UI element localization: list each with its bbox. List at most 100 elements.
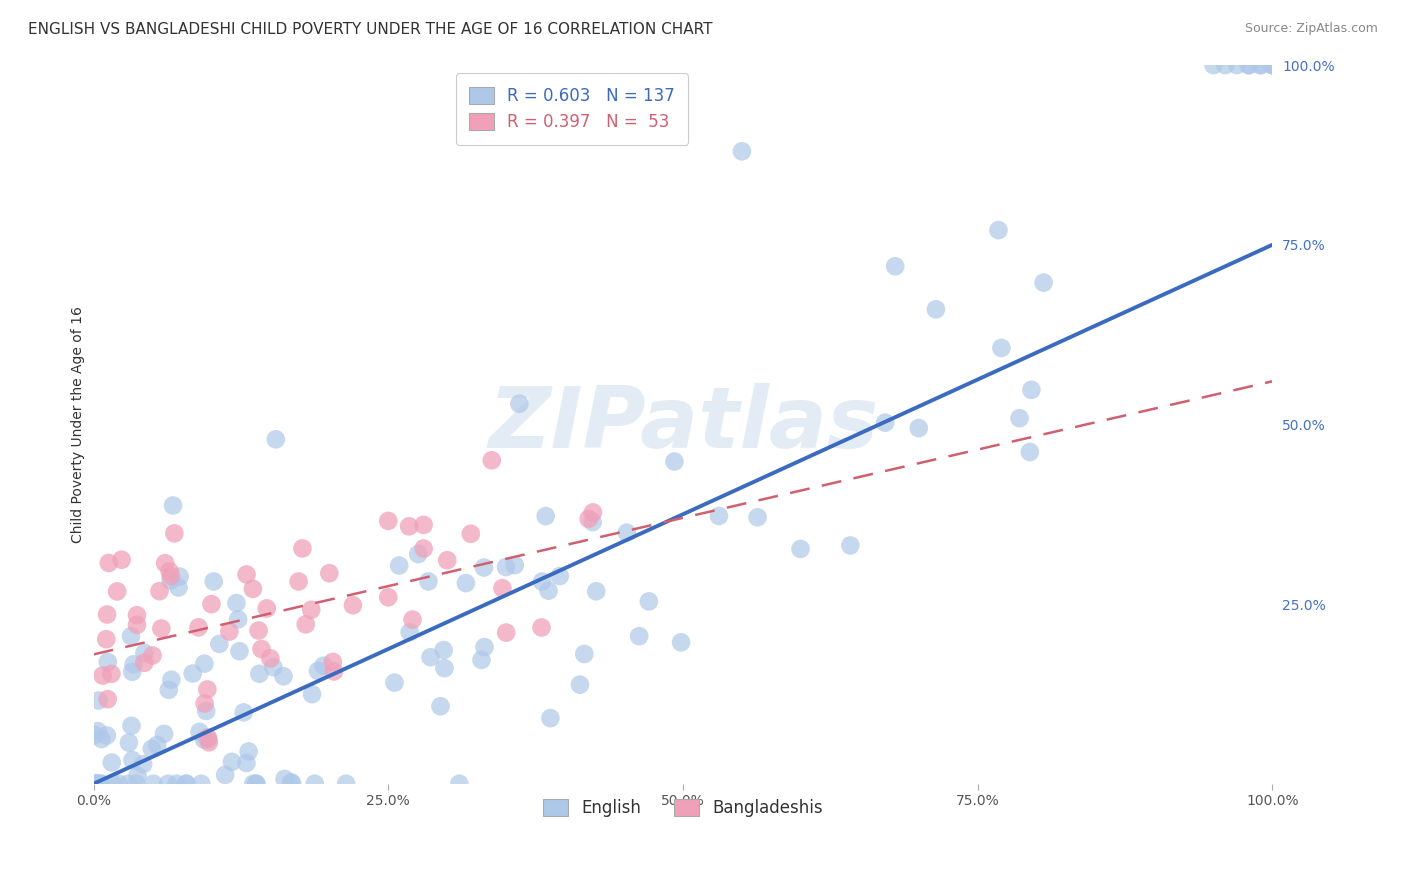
Point [582, 505, 605, 519]
Point [747, 510, 769, 524]
Point [401, 613, 423, 627]
Point [235, 567, 257, 582]
Point [90, 777, 112, 791]
Point [96, 632, 118, 647]
Point [1237, 58, 1260, 72]
Point [301, 687, 323, 701]
Point [1032, 276, 1054, 290]
Point [474, 640, 496, 654]
Point [89, 777, 111, 791]
Point [142, 648, 165, 663]
Point [83, 728, 105, 742]
Point [188, 724, 211, 739]
Point [181, 666, 204, 681]
Point [208, 637, 231, 651]
Point [990, 341, 1012, 355]
Point [1237, 58, 1260, 72]
Point [323, 665, 346, 679]
Point [1213, 58, 1236, 72]
Point [318, 566, 340, 581]
Y-axis label: Child Poverty Under the Age of 16: Child Poverty Under the Age of 16 [72, 306, 86, 543]
Point [495, 560, 517, 574]
Point [839, 538, 862, 552]
Point [242, 582, 264, 596]
Point [789, 541, 811, 556]
Point [460, 526, 482, 541]
Point [174, 777, 197, 791]
Point [481, 453, 503, 467]
Point [90, 732, 112, 747]
Point [429, 699, 451, 714]
Point [148, 584, 170, 599]
Point [548, 569, 571, 583]
Point [250, 642, 273, 657]
Point [287, 574, 309, 589]
Point [307, 664, 329, 678]
Text: Source: ZipAtlas.com: Source: ZipAtlas.com [1244, 22, 1378, 36]
Point [195, 682, 218, 697]
Point [433, 643, 456, 657]
Point [97, 655, 120, 669]
Point [377, 514, 399, 528]
Text: ENGLISH VS BANGLADESHI CHILD POVERTY UNDER THE AGE OF 16 CORRELATION CHART: ENGLISH VS BANGLADESHI CHILD POVERTY UND… [28, 22, 713, 37]
Point [1226, 58, 1249, 72]
Point [616, 525, 638, 540]
Point [235, 756, 257, 770]
Point [1018, 445, 1040, 459]
Point [159, 574, 181, 588]
Point [291, 541, 314, 556]
Point [312, 658, 335, 673]
Point [470, 653, 492, 667]
Point [91, 668, 114, 682]
Point [202, 574, 225, 589]
Point [398, 625, 420, 640]
Point [118, 736, 141, 750]
Point [262, 660, 284, 674]
Point [582, 515, 605, 529]
Point [197, 732, 219, 747]
Point [925, 302, 948, 317]
Point [142, 777, 165, 791]
Point [1261, 58, 1284, 72]
Point [166, 777, 188, 791]
Point [537, 583, 560, 598]
Point [1008, 411, 1031, 425]
Point [160, 673, 183, 687]
Point [534, 509, 557, 524]
Point [153, 727, 176, 741]
Point [384, 675, 406, 690]
Point [125, 618, 148, 632]
Point [472, 560, 495, 574]
Point [491, 581, 513, 595]
Point [578, 512, 600, 526]
Point [530, 620, 553, 634]
Point [508, 397, 530, 411]
Point [198, 735, 221, 749]
Point [100, 756, 122, 770]
Point [574, 647, 596, 661]
Point [281, 777, 304, 791]
Point [731, 145, 754, 159]
Point [96, 729, 118, 743]
Legend: English, Bangladeshis: English, Bangladeshis [534, 791, 831, 826]
Point [214, 768, 236, 782]
Point [454, 576, 477, 591]
Point [875, 416, 897, 430]
Point [163, 526, 186, 541]
Point [141, 741, 163, 756]
Point [122, 657, 145, 672]
Point [304, 777, 326, 791]
Point [232, 706, 254, 720]
Point [568, 678, 591, 692]
Point [187, 620, 209, 634]
Point [245, 777, 267, 791]
Point [157, 682, 180, 697]
Point [637, 594, 659, 608]
Point [157, 777, 180, 791]
Point [247, 666, 270, 681]
Point [335, 777, 357, 791]
Point [377, 591, 399, 605]
Point [167, 581, 190, 595]
Point [987, 223, 1010, 237]
Point [90, 777, 112, 791]
